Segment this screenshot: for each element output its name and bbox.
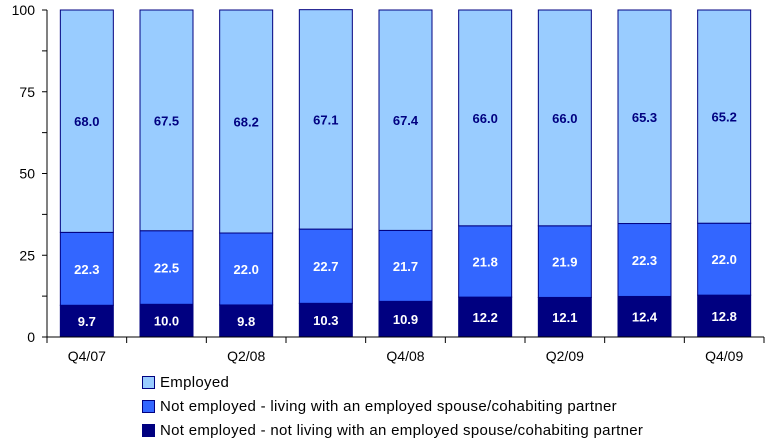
x-tick-label: Q2/09 xyxy=(546,348,584,364)
data-label: 9.7 xyxy=(78,314,96,329)
data-label: 9.8 xyxy=(237,314,255,329)
bar-segment xyxy=(378,229,433,302)
data-label: 10.9 xyxy=(393,312,418,327)
bar-segment xyxy=(298,9,353,230)
x-tick-label: Q4/07 xyxy=(68,348,106,364)
bar-segment xyxy=(59,304,114,338)
x-tick-label: Q4/09 xyxy=(705,348,743,364)
legend-swatch xyxy=(142,399,155,413)
data-label: 22.0 xyxy=(234,262,259,277)
legend-label: Not employed - living with an employed s… xyxy=(160,397,617,415)
legend-item-not-employed-with-partner: Not employed - living with an employed s… xyxy=(142,394,643,418)
legend-item-employed: Employed xyxy=(142,370,643,394)
data-label: 12.4 xyxy=(632,310,658,325)
legend-swatch xyxy=(142,423,155,437)
y-tick-label: 100 xyxy=(12,2,36,18)
bar-segment xyxy=(219,9,274,234)
bar-segment xyxy=(617,295,672,338)
bar-segment xyxy=(458,296,513,338)
bar-segment xyxy=(378,9,433,231)
data-label: 22.0 xyxy=(712,252,737,267)
y-tick-label: 0 xyxy=(27,329,35,345)
data-label: 65.3 xyxy=(632,110,657,125)
y-tick-label: 50 xyxy=(19,166,35,182)
y-tick-label: 25 xyxy=(19,247,35,263)
data-label: 67.4 xyxy=(393,113,419,128)
legend-swatch xyxy=(142,375,155,389)
data-label: 22.3 xyxy=(74,262,99,277)
legend-item-not-employed-without-partner: Not employed - not living with an employ… xyxy=(142,418,643,442)
data-label: 67.1 xyxy=(313,112,338,127)
bar-segment xyxy=(139,230,194,305)
bar-segment xyxy=(458,9,513,227)
data-label: 10.3 xyxy=(313,313,338,328)
data-label: 22.3 xyxy=(632,253,657,268)
bar-segment xyxy=(59,9,114,233)
legend-label: Not employed - not living with an employ… xyxy=(160,421,644,439)
y-tick-label: 75 xyxy=(19,84,35,100)
bar-segment xyxy=(139,9,194,232)
data-label: 66.0 xyxy=(473,111,498,126)
bar-segment xyxy=(298,302,353,338)
x-tick-label: Q2/08 xyxy=(227,348,265,364)
data-label: 66.0 xyxy=(552,111,577,126)
data-label: 12.2 xyxy=(473,310,498,325)
legend-label: Employed xyxy=(160,373,230,391)
bar-segment xyxy=(617,223,672,297)
legend: Employed Not employed - living with an e… xyxy=(142,370,643,442)
bar-segment xyxy=(697,222,752,296)
data-label: 65.2 xyxy=(712,110,737,125)
data-label: 12.1 xyxy=(552,310,577,325)
bar-segment xyxy=(59,231,114,306)
bar-segment xyxy=(537,225,592,298)
bar-segment xyxy=(537,9,592,227)
bar-segment xyxy=(697,9,752,224)
data-label: 22.7 xyxy=(313,259,338,274)
bar-segment xyxy=(219,304,274,338)
data-label: 22.5 xyxy=(154,261,179,276)
bar-segment xyxy=(617,9,672,225)
data-label: 67.5 xyxy=(154,113,179,128)
bar-segment xyxy=(458,225,513,298)
bar-segment xyxy=(378,300,433,338)
data-label: 21.8 xyxy=(473,254,498,269)
data-label: 21.7 xyxy=(393,259,418,274)
data-label: 68.2 xyxy=(234,115,259,130)
data-label: 10.0 xyxy=(154,314,179,329)
x-tick-label: Q4/08 xyxy=(386,348,424,364)
data-label: 21.9 xyxy=(552,255,577,270)
data-label: 68.0 xyxy=(74,114,99,129)
data-label: 12.8 xyxy=(712,309,737,324)
bar-segment xyxy=(298,228,353,304)
